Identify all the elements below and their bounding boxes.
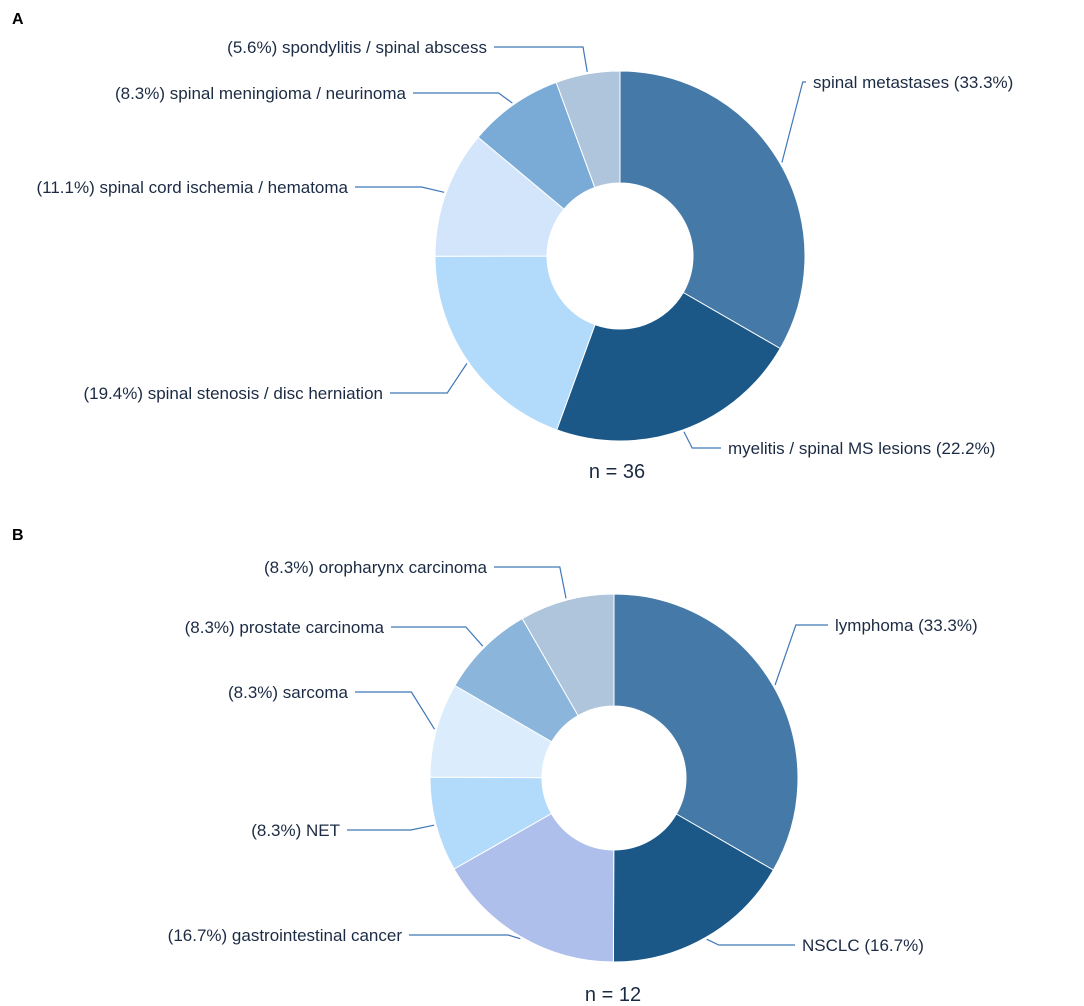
panel-a-letter: A <box>12 11 24 28</box>
panel-a-slice-label-5: (8.3%) spinal meningioma / neurinoma <box>115 84 407 103</box>
panel-a-slice-3 <box>434 255 596 431</box>
panel-b-chart: B lymphoma (33.3%) NSCLC (16.7%) (16.7%) g… <box>12 527 978 1006</box>
panel-b-slice-label-3: (16.7%) gastrointestinal cancer <box>168 926 403 945</box>
panel-a-leader-4 <box>355 186 445 193</box>
panel-a-slice-label-1: spinal metastases (33.3%) <box>813 73 1013 92</box>
panel-a-leader-2 <box>683 431 721 449</box>
panel-b-slice-3 <box>453 812 615 963</box>
panel-b-leader-3 <box>409 934 521 940</box>
panel-b-letter: B <box>12 527 24 544</box>
panel-b-slice-label-5: (8.3%) sarcoma <box>228 683 349 702</box>
panel-a-chart: A spinal metastases (33.3%) myelitis / sp… <box>12 11 1013 483</box>
panel-b-slice-label-2: NSCLC (16.7%) <box>802 936 924 955</box>
panel-b-slice-label-7: (8.3%) oropharynx carcinoma <box>264 558 488 577</box>
panel-b-n-label: n = 12 <box>585 984 641 1006</box>
panel-b-leader-2 <box>706 938 795 946</box>
panel-a-slice-label-6: (5.6%) spondylitis / spinal abscess <box>227 38 487 57</box>
panel-a-slice-label-4: (11.1%) spinal cord ischemia / hematoma <box>37 178 349 197</box>
panel-b-leader-7 <box>494 566 567 599</box>
panel-b-slice-7 <box>521 593 615 717</box>
panel-b-slice-label-1: lymphoma (33.3%) <box>835 616 978 635</box>
panel-b-leader-6 <box>391 626 484 647</box>
panel-b-slice-1 <box>613 593 799 871</box>
panel-a-leader-5 <box>413 92 513 104</box>
panel-b-slice-2 <box>612 813 775 963</box>
panel-a-slice-6 <box>555 70 621 189</box>
panel-a-leader-3 <box>390 363 468 394</box>
panel-a-n-label: n = 36 <box>589 461 645 483</box>
panel-a-slice-label-2: myelitis / spinal MS lesions (22.2%) <box>728 439 995 458</box>
panel-b-leader-4 <box>347 824 435 831</box>
panel-a-leader-1 <box>781 81 806 163</box>
panel-a-slice-label-3: (19.4%) spinal stenosis / disc herniatio… <box>83 384 383 403</box>
panel-a-slice-2 <box>556 291 781 442</box>
panel-a-slice-1 <box>619 70 806 350</box>
panel-b-slice-label-6: (8.3%) prostate carcinoma <box>185 618 385 637</box>
panel-b-leader-5 <box>355 691 436 730</box>
panel-b-leader-1 <box>774 624 828 686</box>
panel-a-leader-6 <box>494 46 588 72</box>
panel-b-slice-label-4: (8.3%) NET <box>251 821 340 840</box>
